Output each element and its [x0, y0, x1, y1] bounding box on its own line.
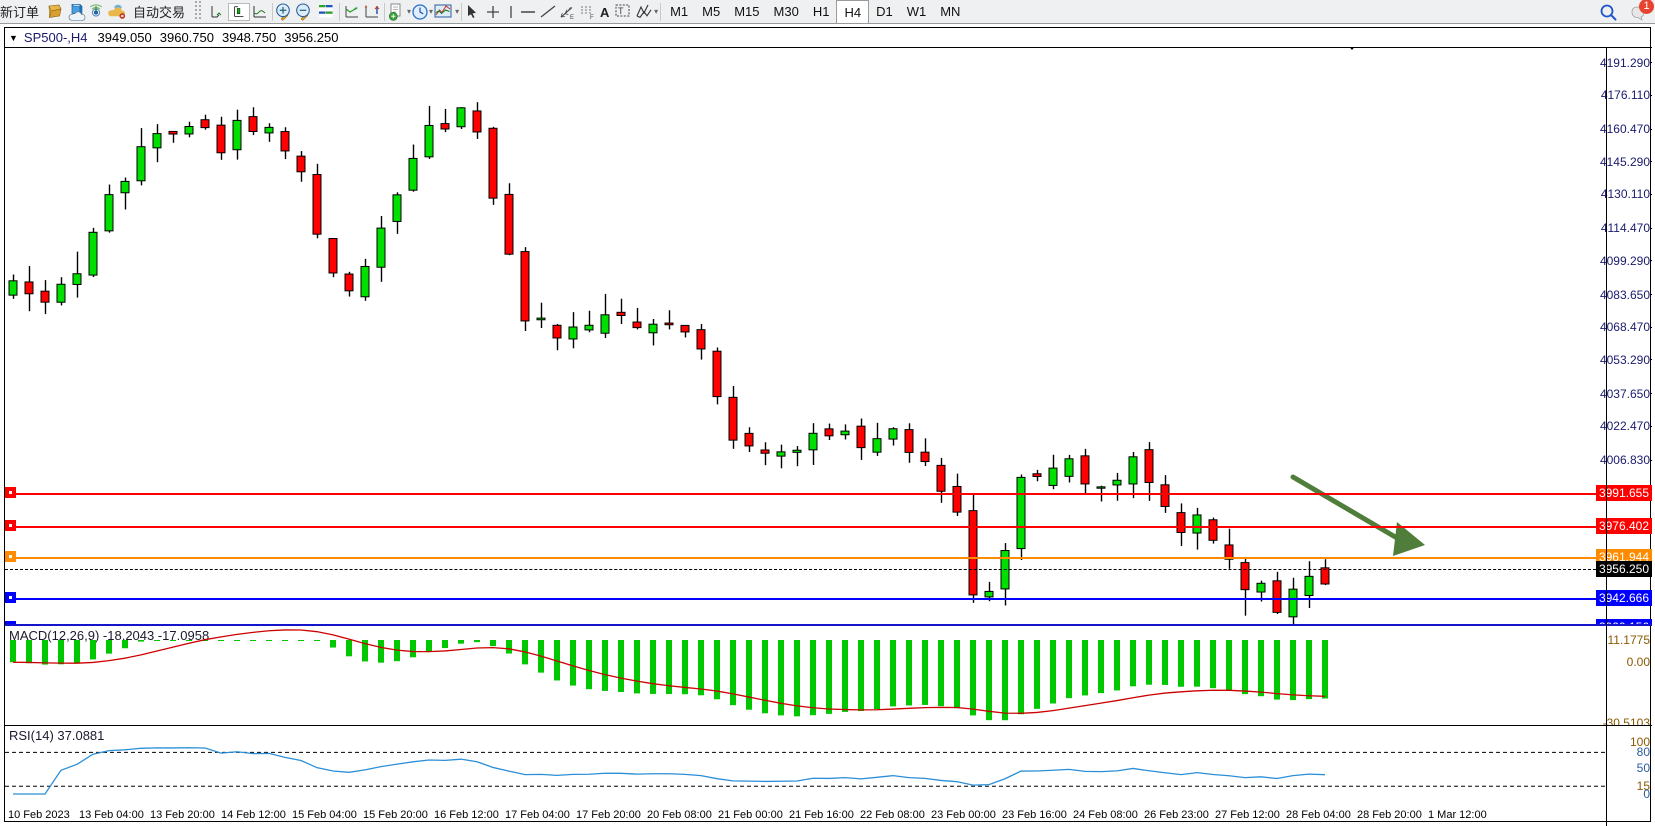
svg-text:A: A: [600, 5, 610, 20]
svg-text:F: F: [590, 15, 594, 21]
svg-text:E: E: [570, 15, 574, 21]
svg-text:T: T: [618, 6, 624, 16]
